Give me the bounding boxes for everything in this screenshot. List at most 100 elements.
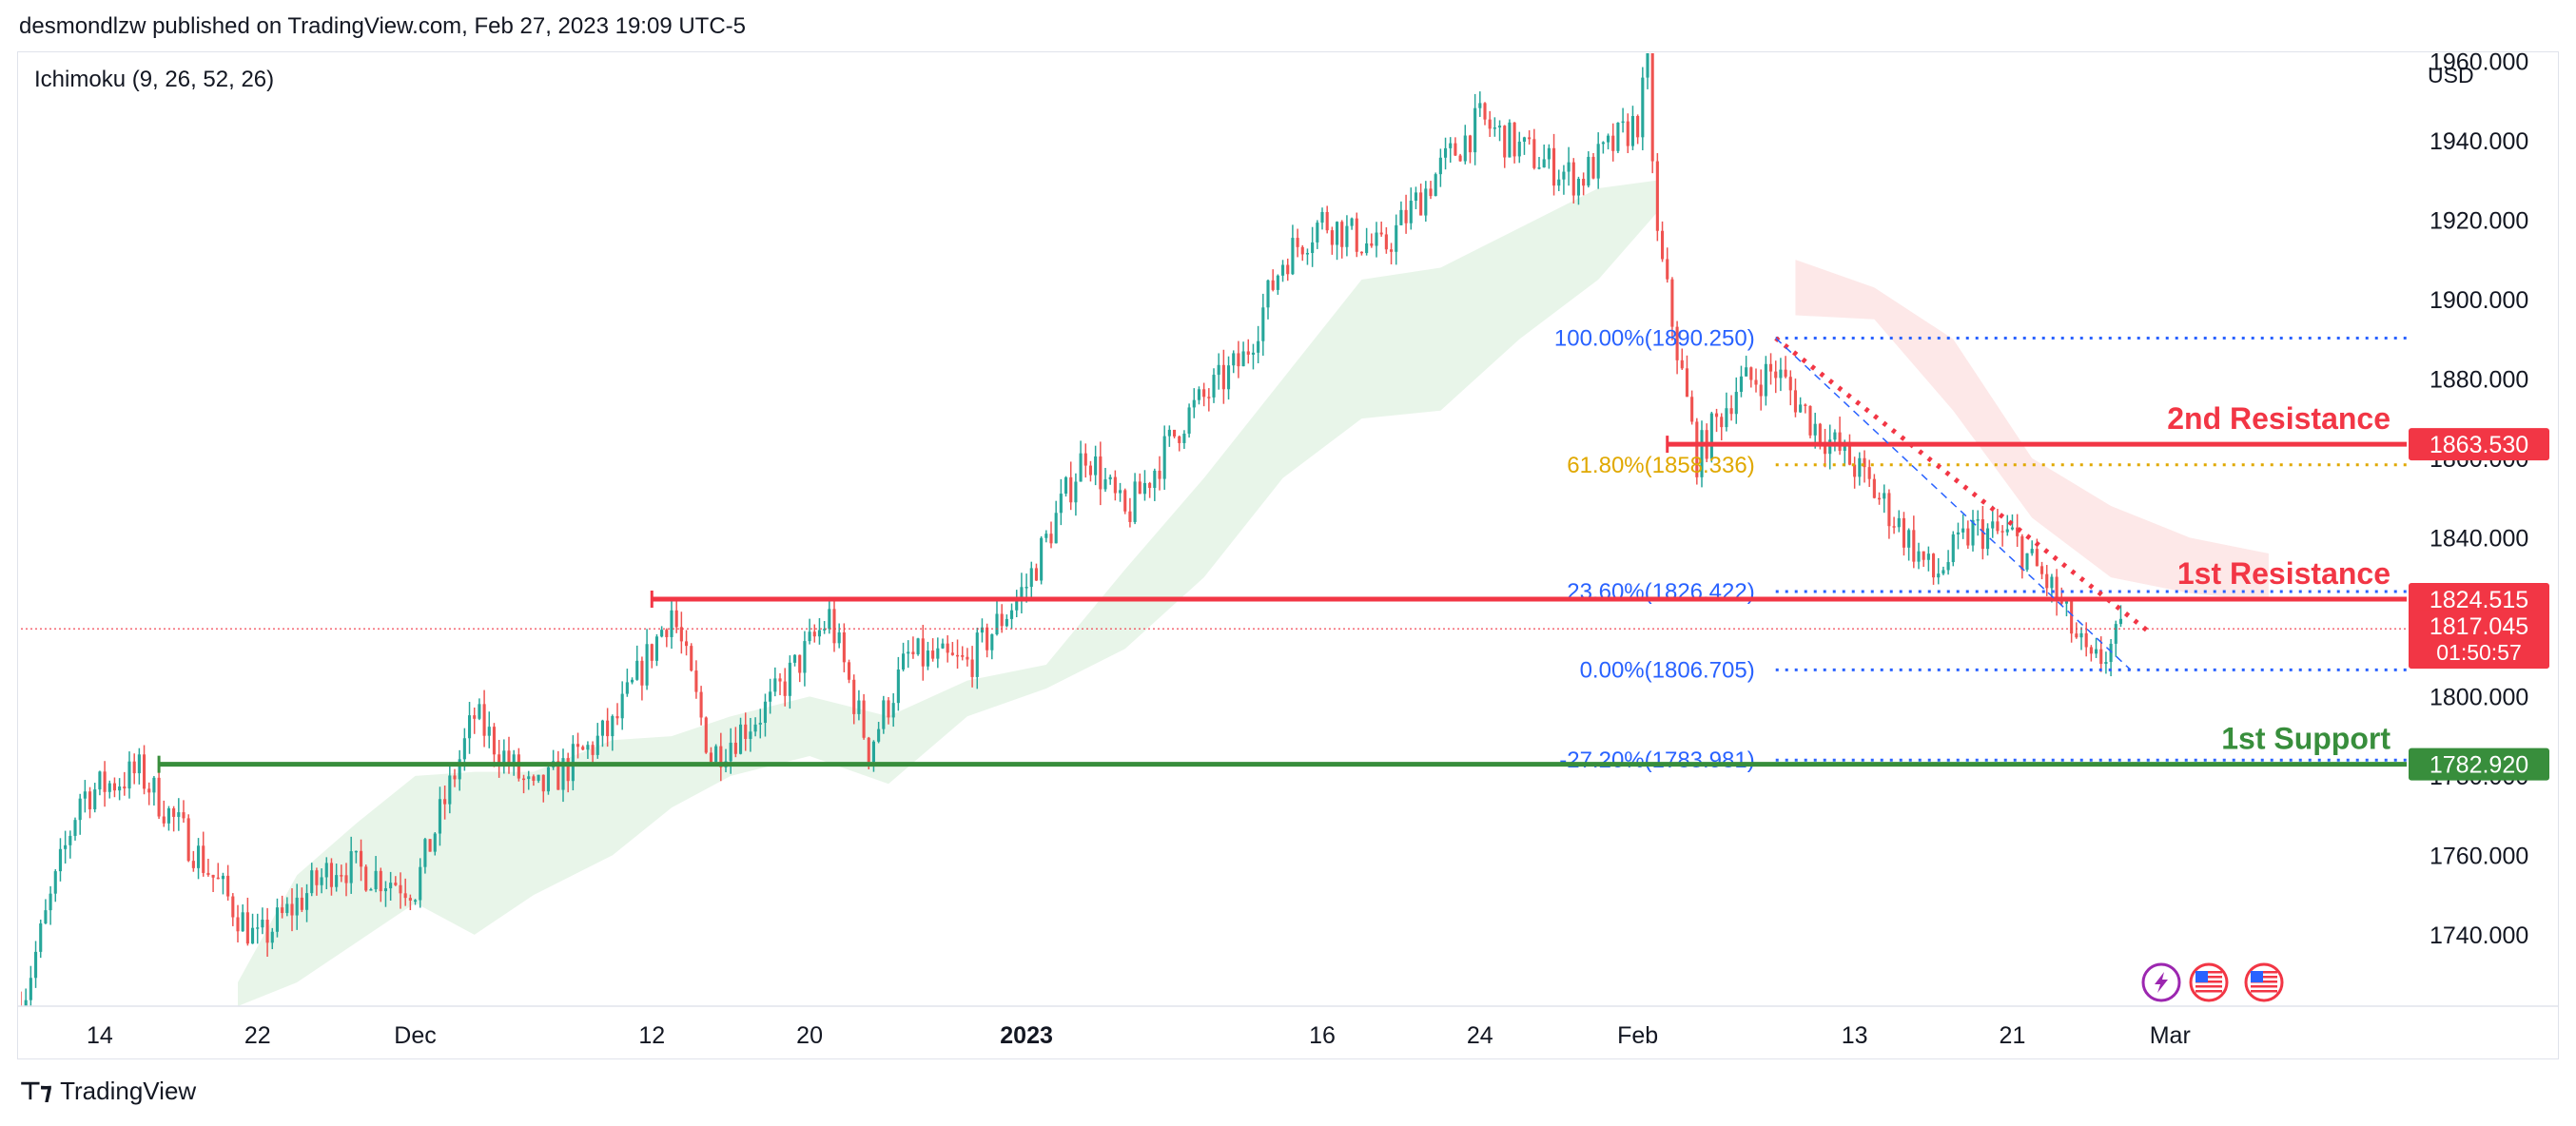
candle [49, 885, 52, 925]
candle [1162, 425, 1166, 490]
candle [1226, 356, 1231, 400]
chart-frame[interactable] [17, 51, 2559, 1059]
candle [1877, 492, 1882, 505]
resistance-2-price-badge[interactable] [2409, 428, 2549, 461]
candle [941, 638, 945, 650]
candle [147, 782, 151, 806]
candle [1034, 563, 1039, 581]
candle [1508, 119, 1512, 158]
candle [1311, 226, 1315, 267]
candle [453, 768, 457, 787]
us-flag-event-icon[interactable] [2189, 962, 2229, 1002]
candle [882, 695, 886, 734]
candle [2084, 622, 2088, 657]
candle [2104, 651, 2108, 674]
x-tick-label: 21 [2000, 1022, 2026, 1049]
candle [1793, 379, 1798, 417]
candle [1942, 566, 1945, 575]
candle [1931, 553, 1936, 585]
candle [290, 888, 294, 932]
candle [364, 864, 368, 892]
candle [1350, 217, 1354, 230]
candle [310, 863, 314, 897]
candle [1133, 473, 1137, 525]
candle [901, 642, 906, 672]
resistance-2-label: 2nd Resistance [2167, 401, 2391, 436]
candle [1675, 320, 1679, 375]
candle [172, 806, 176, 832]
candle [877, 722, 881, 744]
resistance-1-price-badge[interactable] [2409, 582, 2549, 615]
indicator-label[interactable]: Ichimoku (9, 26, 52, 26) [34, 67, 275, 92]
candle [1148, 481, 1152, 498]
candle [216, 863, 220, 880]
candle [1142, 470, 1147, 501]
candle [340, 864, 343, 883]
candle [1922, 551, 1925, 568]
candle [1547, 144, 1551, 169]
candle [1636, 114, 1640, 145]
candle [33, 941, 38, 988]
x-tick-label: Mar [2150, 1022, 2191, 1049]
current-price-badge[interactable] [2409, 610, 2549, 670]
candle [532, 774, 536, 786]
candle [1202, 382, 1206, 407]
candle [714, 744, 718, 763]
candle [1720, 413, 1724, 441]
lightning-event-icon[interactable] [2141, 962, 2181, 1002]
candle [1192, 388, 1196, 418]
candle [419, 858, 422, 908]
candle [1971, 510, 1975, 552]
candle [1300, 244, 1304, 262]
candle [166, 806, 171, 831]
candle [1389, 243, 1394, 265]
candle [1872, 474, 1876, 499]
candle [694, 660, 698, 699]
candle [561, 748, 565, 803]
candle [256, 913, 260, 944]
candle [1454, 137, 1457, 157]
candle [182, 800, 185, 824]
plot-area[interactable] [19, 39, 2269, 1035]
candle [39, 919, 43, 959]
support-1-price-label: 1782.920 [2430, 752, 2528, 779]
candle [408, 894, 412, 911]
candle [1759, 369, 1763, 411]
candle [458, 749, 461, 791]
candle [936, 637, 940, 669]
candle [1902, 512, 1906, 556]
candle [448, 765, 452, 814]
support-1-price-badge[interactable] [2409, 747, 2549, 781]
us-flag-event-icon[interactable] [2244, 962, 2284, 1002]
candle [1340, 220, 1344, 259]
x-tick-label: 13 [1842, 1022, 1868, 1049]
candle [433, 831, 437, 856]
candle [1611, 123, 1615, 162]
candle [926, 641, 930, 670]
bar-countdown-label: 01:50:57 [2436, 640, 2522, 665]
candle [1049, 521, 1053, 549]
candle [206, 859, 210, 877]
candle [1985, 523, 1990, 556]
candle [64, 830, 68, 864]
candle [758, 709, 762, 739]
candle [1399, 201, 1403, 225]
candle [1828, 424, 1832, 470]
x-tick-label: 2023 [1000, 1022, 1053, 1049]
tradingview-logo-icon[interactable]: ⊤⁊ [19, 1077, 52, 1105]
candle [1739, 365, 1744, 398]
candle [961, 646, 965, 661]
candle [1626, 113, 1630, 154]
candle [1355, 212, 1358, 258]
candle [1582, 172, 1586, 196]
candle [970, 646, 974, 688]
fib-level-label: -27.20%(1783.981) [1559, 747, 1754, 773]
candle [1887, 489, 1891, 539]
candle [606, 708, 610, 747]
candle [1015, 590, 1019, 617]
candle [2000, 525, 2004, 547]
candle [615, 703, 619, 726]
tradingview-brand[interactable]: TradingView [60, 1077, 197, 1105]
x-tick-label: Feb [1617, 1022, 1658, 1049]
